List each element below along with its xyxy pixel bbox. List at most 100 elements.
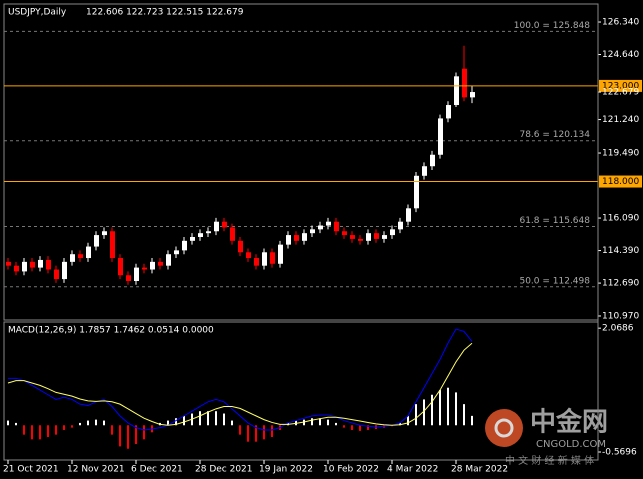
histogram-bar <box>327 419 329 426</box>
histogram-bar <box>407 415 409 426</box>
candle-body <box>78 254 83 259</box>
histogram-bar <box>447 387 449 426</box>
histogram-bar <box>71 425 73 428</box>
candle-body <box>374 233 379 239</box>
watermark-site: CNGOLD.COM <box>536 439 606 450</box>
histogram-bar <box>423 399 425 426</box>
histogram-bar <box>127 425 129 449</box>
histogram-bar <box>351 425 353 430</box>
histogram-bar <box>79 422 81 426</box>
candle-body <box>62 261 67 280</box>
candle-body <box>302 233 307 241</box>
candle-body <box>294 235 299 241</box>
current-price-label: 122.679 <box>602 88 639 98</box>
histogram-bar <box>167 420 169 426</box>
candle-body <box>310 229 315 234</box>
histogram-bar <box>15 422 17 426</box>
histogram-bar <box>63 425 65 430</box>
candle-body <box>438 118 443 155</box>
x-tick-label: 4 Mar 2022 <box>387 465 438 475</box>
candle-body <box>246 252 251 259</box>
candle-body <box>366 233 371 241</box>
candle-body <box>86 246 91 259</box>
histogram-bar <box>359 425 361 431</box>
y-tick-label: 121.240 <box>602 115 639 125</box>
candle-body <box>70 254 75 262</box>
candle-body <box>342 231 347 236</box>
histogram-bar <box>239 425 241 435</box>
x-tick-label: 12 Nov 2021 <box>67 465 125 475</box>
candle-body <box>334 221 339 232</box>
macd-line <box>8 328 473 431</box>
candle-body <box>350 235 355 239</box>
y-tick-label: 114.390 <box>602 246 639 256</box>
candle-body <box>38 259 43 268</box>
y-tick-label: 112.690 <box>602 279 639 289</box>
histogram-bar <box>415 404 417 426</box>
watermark-logo-ring <box>494 418 514 438</box>
candle-body <box>158 261 163 266</box>
candle-body <box>94 235 99 247</box>
candle-body <box>414 175 419 209</box>
histogram-bar <box>103 420 105 426</box>
histogram-bar <box>263 425 265 440</box>
x-tick-label: 28 Dec 2021 <box>195 465 253 475</box>
watermark: 中金网 CNGOLD.COM 中 文 财 经 新 媒 体 <box>485 407 608 467</box>
candle-body <box>110 231 115 259</box>
candle-body <box>142 267 147 270</box>
fib-level-label: 61.8 = 115.648 <box>519 216 590 226</box>
histogram-bar <box>47 425 49 437</box>
y-tick-label: -0.5696 <box>602 448 637 458</box>
candle-body <box>150 261 155 270</box>
candle-body <box>30 261 35 268</box>
candle-body <box>182 240 187 251</box>
candle-body <box>422 166 427 176</box>
y-tick-label: 110.970 <box>602 311 639 321</box>
histogram-bar <box>39 425 41 440</box>
histogram-bar <box>207 411 209 426</box>
candle-body <box>174 250 179 255</box>
x-tick-label: 6 Dec 2021 <box>131 465 183 475</box>
histogram-bar <box>23 425 25 435</box>
histogram-bar <box>255 425 257 442</box>
candle-body <box>462 68 467 98</box>
candle-body <box>6 261 11 266</box>
macd-line <box>7 342 473 426</box>
histogram-bar <box>335 422 337 426</box>
histogram-bar <box>143 425 145 440</box>
histogram-bar <box>343 425 345 428</box>
candle-body <box>118 258 123 276</box>
watermark-logo <box>485 409 523 447</box>
candle-body <box>278 244 283 264</box>
candle-body <box>326 221 331 226</box>
histogram-bar <box>271 425 273 437</box>
histogram-bar <box>87 420 89 426</box>
candle-body <box>214 221 219 232</box>
histogram-bar <box>199 411 201 426</box>
chart-title: USDJPY,Daily <box>8 8 67 18</box>
watermark-tagline: 中 文 财 经 新 媒 体 <box>505 454 594 467</box>
fib-level-label: 100.0 = 125.848 <box>514 21 591 31</box>
candle-body <box>406 208 411 222</box>
histogram-bar <box>31 425 33 440</box>
histogram-bar <box>471 415 473 426</box>
histogram-bar <box>7 420 9 426</box>
candle-body <box>390 229 395 236</box>
candle-body <box>254 258 259 266</box>
candle-body <box>270 252 275 264</box>
candle-body <box>198 233 203 237</box>
histogram-bar <box>183 415 185 426</box>
histogram-bar <box>367 425 369 430</box>
candle-body <box>262 252 267 266</box>
candle-body <box>102 231 107 236</box>
histogram-bar <box>135 425 137 445</box>
level-label-box <box>599 79 642 92</box>
candle-body <box>382 235 387 239</box>
candle-body <box>470 92 475 98</box>
candle-body <box>230 227 235 241</box>
candle-body <box>318 225 323 230</box>
candle-body <box>14 265 19 272</box>
histogram-bar <box>175 418 177 426</box>
candle-body <box>22 261 27 272</box>
